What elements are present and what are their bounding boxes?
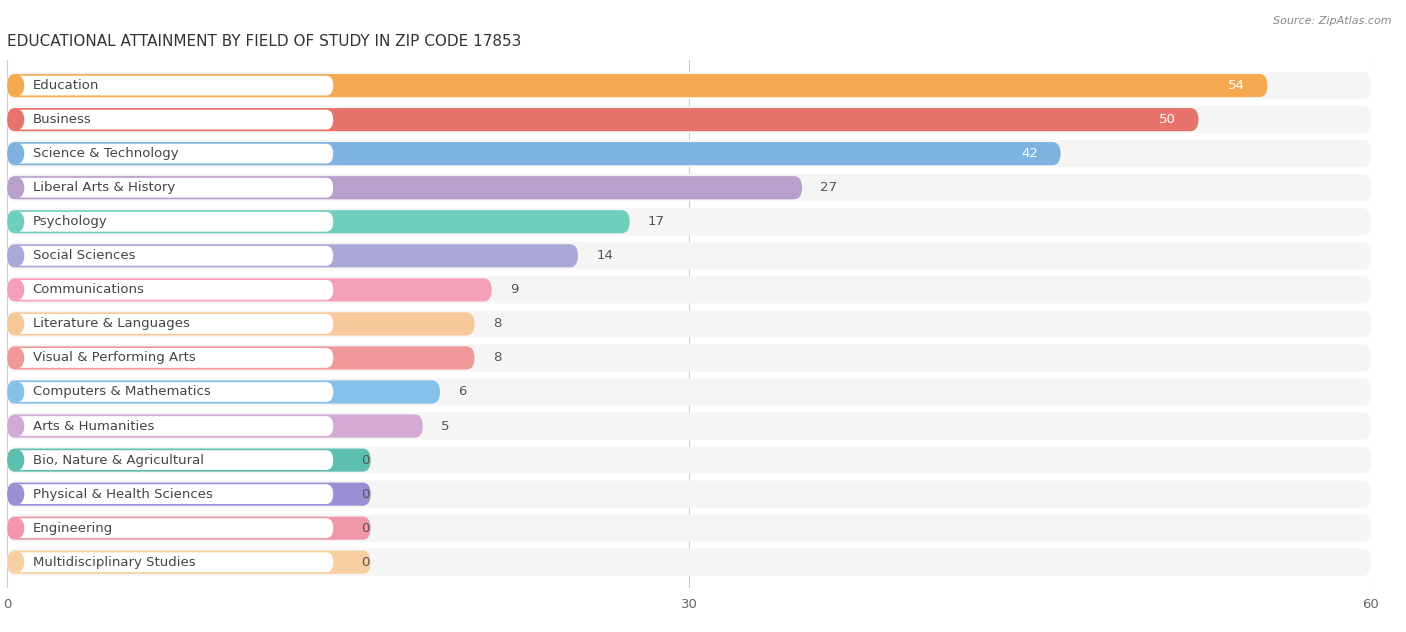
- Text: Liberal Arts & History: Liberal Arts & History: [32, 181, 174, 194]
- FancyBboxPatch shape: [7, 346, 474, 370]
- FancyBboxPatch shape: [7, 415, 423, 437]
- FancyBboxPatch shape: [7, 276, 1371, 303]
- FancyBboxPatch shape: [7, 379, 1371, 406]
- FancyBboxPatch shape: [7, 483, 371, 506]
- FancyBboxPatch shape: [10, 552, 333, 572]
- FancyBboxPatch shape: [7, 380, 440, 404]
- Text: Arts & Humanities: Arts & Humanities: [32, 420, 155, 432]
- FancyBboxPatch shape: [10, 76, 333, 95]
- Text: Engineering: Engineering: [32, 521, 112, 535]
- Text: Visual & Performing Arts: Visual & Performing Arts: [32, 351, 195, 365]
- FancyBboxPatch shape: [10, 110, 333, 130]
- Circle shape: [10, 416, 24, 436]
- Text: 5: 5: [441, 420, 450, 432]
- FancyBboxPatch shape: [7, 108, 1198, 131]
- Circle shape: [10, 314, 24, 334]
- Text: 0: 0: [361, 521, 370, 535]
- FancyBboxPatch shape: [7, 413, 1371, 440]
- Text: 8: 8: [492, 317, 501, 331]
- FancyBboxPatch shape: [7, 514, 1371, 542]
- FancyBboxPatch shape: [10, 246, 333, 265]
- FancyBboxPatch shape: [10, 382, 333, 402]
- FancyBboxPatch shape: [7, 446, 1371, 474]
- FancyBboxPatch shape: [7, 550, 371, 574]
- Circle shape: [10, 212, 24, 232]
- Text: 27: 27: [820, 181, 837, 194]
- Text: 17: 17: [648, 216, 665, 228]
- FancyBboxPatch shape: [10, 280, 333, 300]
- Circle shape: [10, 178, 24, 198]
- Text: Physical & Health Sciences: Physical & Health Sciences: [32, 488, 212, 501]
- Text: Psychology: Psychology: [32, 216, 107, 228]
- FancyBboxPatch shape: [7, 176, 801, 199]
- Text: Literature & Languages: Literature & Languages: [32, 317, 190, 331]
- Circle shape: [10, 484, 24, 504]
- FancyBboxPatch shape: [7, 210, 630, 233]
- Text: 50: 50: [1159, 113, 1175, 126]
- Text: Computers & Mathematics: Computers & Mathematics: [32, 386, 211, 399]
- FancyBboxPatch shape: [7, 106, 1371, 133]
- FancyBboxPatch shape: [10, 144, 333, 164]
- FancyBboxPatch shape: [7, 549, 1371, 576]
- FancyBboxPatch shape: [10, 416, 333, 436]
- FancyBboxPatch shape: [7, 140, 1371, 167]
- Circle shape: [10, 246, 24, 265]
- FancyBboxPatch shape: [7, 242, 1371, 269]
- Circle shape: [10, 552, 24, 572]
- Text: Business: Business: [32, 113, 91, 126]
- Text: 54: 54: [1227, 79, 1244, 92]
- FancyBboxPatch shape: [7, 310, 1371, 337]
- FancyBboxPatch shape: [7, 244, 578, 267]
- FancyBboxPatch shape: [7, 208, 1371, 235]
- FancyBboxPatch shape: [10, 178, 333, 198]
- FancyBboxPatch shape: [7, 74, 1267, 97]
- Circle shape: [10, 76, 24, 95]
- FancyBboxPatch shape: [7, 312, 474, 336]
- Text: Multidisciplinary Studies: Multidisciplinary Studies: [32, 556, 195, 569]
- FancyBboxPatch shape: [7, 449, 371, 471]
- Circle shape: [10, 450, 24, 470]
- Text: 0: 0: [361, 488, 370, 501]
- Circle shape: [10, 280, 24, 300]
- FancyBboxPatch shape: [7, 142, 1060, 165]
- Text: 0: 0: [361, 556, 370, 569]
- Text: Bio, Nature & Agricultural: Bio, Nature & Agricultural: [32, 454, 204, 466]
- Text: 8: 8: [492, 351, 501, 365]
- FancyBboxPatch shape: [7, 344, 1371, 372]
- Text: Source: ZipAtlas.com: Source: ZipAtlas.com: [1274, 16, 1392, 26]
- FancyBboxPatch shape: [7, 278, 492, 301]
- FancyBboxPatch shape: [7, 174, 1371, 202]
- FancyBboxPatch shape: [10, 450, 333, 470]
- FancyBboxPatch shape: [10, 518, 333, 538]
- FancyBboxPatch shape: [7, 72, 1371, 99]
- Circle shape: [10, 348, 24, 368]
- Text: Science & Technology: Science & Technology: [32, 147, 179, 160]
- Text: EDUCATIONAL ATTAINMENT BY FIELD OF STUDY IN ZIP CODE 17853: EDUCATIONAL ATTAINMENT BY FIELD OF STUDY…: [7, 34, 522, 49]
- Text: 14: 14: [596, 249, 613, 262]
- FancyBboxPatch shape: [10, 314, 333, 334]
- Text: 0: 0: [361, 454, 370, 466]
- FancyBboxPatch shape: [10, 212, 333, 232]
- Text: 42: 42: [1021, 147, 1038, 160]
- Text: Social Sciences: Social Sciences: [32, 249, 135, 262]
- FancyBboxPatch shape: [7, 480, 1371, 507]
- Text: Communications: Communications: [32, 283, 145, 296]
- Circle shape: [10, 518, 24, 538]
- FancyBboxPatch shape: [10, 484, 333, 504]
- Circle shape: [10, 110, 24, 130]
- Circle shape: [10, 382, 24, 402]
- Text: 9: 9: [510, 283, 519, 296]
- Text: 6: 6: [458, 386, 467, 399]
- FancyBboxPatch shape: [7, 516, 371, 540]
- Text: Education: Education: [32, 79, 98, 92]
- FancyBboxPatch shape: [10, 348, 333, 368]
- Circle shape: [10, 144, 24, 164]
